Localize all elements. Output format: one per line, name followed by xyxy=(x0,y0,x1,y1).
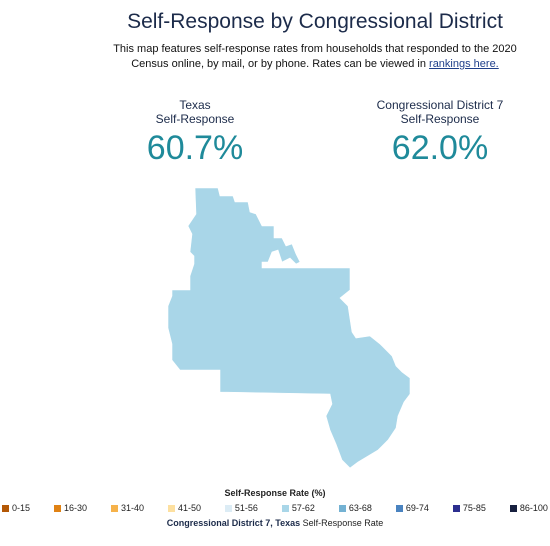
legend-item-0-15: 0-15 xyxy=(2,502,30,514)
page-title: Self-Response by Congressional District xyxy=(127,10,503,33)
legend-item-51-56: 51-56 xyxy=(224,502,258,514)
legend-item-69-74: 69-74 xyxy=(395,502,429,514)
state-stat: Texas Self-Response 60.7% xyxy=(100,98,290,168)
legend-item-75-85: 75-85 xyxy=(452,502,486,514)
map-description: This map features self-response rates fr… xyxy=(100,42,530,72)
state-stat-label-line2: Self-Response xyxy=(155,112,235,126)
legend-item-31-40: 31-40 xyxy=(110,502,144,514)
legend-item-86-100: 86-100 xyxy=(509,502,548,514)
district-stat: Congressional District 7 Self-Response 6… xyxy=(340,98,540,168)
legend-item-57-62: 57-62 xyxy=(281,502,315,514)
legend-swatch xyxy=(167,504,175,512)
legend-swatch xyxy=(224,504,232,512)
legend-swatch xyxy=(110,504,118,512)
district-stat-value: 62.0% xyxy=(391,129,489,167)
legend-swatch xyxy=(2,504,9,512)
legend-label: 31-40 xyxy=(120,503,144,513)
legend-swatch xyxy=(338,504,346,512)
legend-label: 51-56 xyxy=(234,503,258,513)
legend-label: 86-100 xyxy=(519,503,548,513)
legend-item-41-50: 41-50 xyxy=(167,502,201,514)
legend-label: 75-85 xyxy=(462,503,486,513)
state-stat-label-line1: Texas xyxy=(179,98,211,112)
legend: 0-15 16-30 31-40 41-50 51-56 57-62 63-68 69-74 7… xyxy=(2,502,548,514)
district-stat-label-line2: Self-Response xyxy=(400,112,480,126)
legend-label: 63-68 xyxy=(348,503,372,513)
map-footer: Congressional District 7, Texas Self-Res… xyxy=(0,518,550,528)
state-stat-value: 60.7% xyxy=(146,129,244,167)
footer-district: Congressional District 7, Texas xyxy=(166,518,301,528)
legend-swatch xyxy=(395,504,403,512)
description-text: This map features self-response rates fr… xyxy=(113,43,517,70)
legend-label: 69-74 xyxy=(405,503,429,513)
district-stat-label-line1: Congressional District 7 xyxy=(376,98,504,112)
footer-suffix: Self-Response Rate xyxy=(300,518,384,528)
legend-swatch xyxy=(281,504,289,512)
legend-swatch xyxy=(452,504,460,512)
district-7-shape[interactable] xyxy=(167,187,411,469)
rankings-link[interactable]: rankings here. xyxy=(429,58,499,70)
legend-item-16-30: 16-30 xyxy=(53,502,87,514)
legend-item-63-68: 63-68 xyxy=(338,502,372,514)
legend-label: 16-30 xyxy=(63,503,87,513)
legend-swatch xyxy=(53,504,61,512)
legend-label: 0-15 xyxy=(12,503,31,513)
legend-label: 57-62 xyxy=(291,503,315,513)
legend-label: 41-50 xyxy=(177,503,201,513)
legend-title: Self-Response Rate (%) xyxy=(224,488,326,498)
legend-swatch xyxy=(509,504,517,512)
